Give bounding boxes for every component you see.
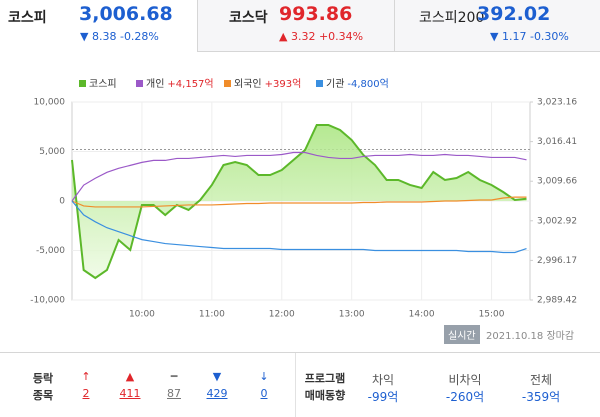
y-tick-label: 0 [59,197,65,207]
program-label: 매매동향 [304,389,346,402]
series-line [71,151,527,202]
breadth-count[interactable]: 87 [167,387,181,400]
legend-label: 기관 [326,78,344,90]
y-tick-label: 10,000 [34,98,66,108]
x-tick-label: 15:00 [479,310,505,320]
y2-tick-label: 3,023.16 [537,98,577,108]
breadth-count[interactable]: 429 [206,387,228,400]
divider [295,353,296,417]
legend-swatch [316,80,323,87]
program-item-value: -99억 [367,390,399,404]
x-tick-label: 12:00 [269,310,295,320]
legend-total: +393억 [265,78,302,90]
arrow: ▲ [279,30,288,43]
arrow: ▼ [80,30,89,43]
breadth-icon: ↓ [259,370,269,383]
rate: -0.30% [529,30,569,43]
legend-swatch [136,80,143,87]
change: 8.38 [91,30,117,43]
legend-swatch [224,80,231,87]
breadth-count[interactable]: 411 [119,387,141,400]
change: 3.32 [290,30,316,43]
tab-value: 993.86 [279,3,353,25]
tab-change: ▼ 1.17 -0.30% [490,30,569,43]
breadth-icon: ↑ [81,370,91,383]
program-item-value: -260억 [445,390,485,404]
status-text: 2021.10.18 장마감 [486,327,574,342]
program-item-label: 비차익 [448,373,482,387]
tab-value: 392.02 [477,3,551,25]
rate: -0.28% [119,30,159,43]
badge: 실시간 [444,325,480,344]
x-tick-label: 14:00 [409,310,435,320]
rate: +0.34% [318,30,364,43]
legend-label: 코스피 [89,78,117,90]
tab-change: ▼ 8.38 -0.28% [80,30,159,43]
legend-total: +4,157억 [167,78,213,90]
y2-tick-label: 2,996.17 [537,256,577,266]
y2-tick-label: 3,002.92 [537,216,577,226]
series-line [71,196,527,208]
y-tick-label: -5,000 [36,246,65,256]
breadth-icon: ▲ [125,370,135,383]
tab[interactable]: 코스닥 993.86 ▲ 3.32 +0.34% [197,0,394,52]
x-tick-label: 13:00 [339,310,365,320]
breadth-label: 종목 [32,389,54,402]
y2-tick-label: 3,009.66 [537,177,577,187]
series-line [71,200,527,254]
breadth-icon: ━ [170,370,178,383]
program-item-label: 전체 [529,373,553,387]
program-label: 프로그램 [304,372,346,385]
y2-tick-label: 3,016.41 [537,137,577,147]
change: 1.17 [501,30,527,43]
program-item-value: -359억 [521,390,561,404]
tab-change: ▲ 3.32 +0.34% [279,30,363,43]
y2-tick-label: 2,989.42 [537,296,577,306]
tab[interactable]: 코스피200 392.02 ▼ 1.17 -0.30% [394,0,600,52]
legend-label: 개인 [146,78,164,90]
breadth-label: 등락 [32,372,54,385]
date: 2021.10.18 [486,331,544,342]
breadth-count[interactable]: 0 [260,387,268,400]
y-tick-label: -10,000 [30,296,65,306]
y-tick-label: 5,000 [39,147,65,157]
breadth-count[interactable]: 2 [82,387,90,400]
legend-label: 외국인 [234,78,262,90]
tab-name: 코스닥 [229,10,268,26]
chart: 10:00 11:00 12:00 13:00 14:00 15:00 10,000 5,00… [30,78,577,320]
x-tick-label: 11:00 [199,310,225,320]
x-tick-label: 10:00 [129,310,155,320]
arrow: ▼ [490,30,499,43]
breadth-icon: ▼ [212,370,222,383]
tab-name: 코스피 [8,10,47,26]
series-line [71,124,527,280]
legend-total: -4,800억 [347,78,388,90]
tab-value: 3,006.68 [79,3,173,25]
program-item-label: 차익 [371,373,395,387]
state: 장마감 [546,331,575,342]
legend-swatch [79,80,86,87]
tab-name: 코스피200 [419,10,485,26]
tab[interactable]: 코스피 3,006.68 ▼ 8.38 -0.28% [0,0,197,52]
